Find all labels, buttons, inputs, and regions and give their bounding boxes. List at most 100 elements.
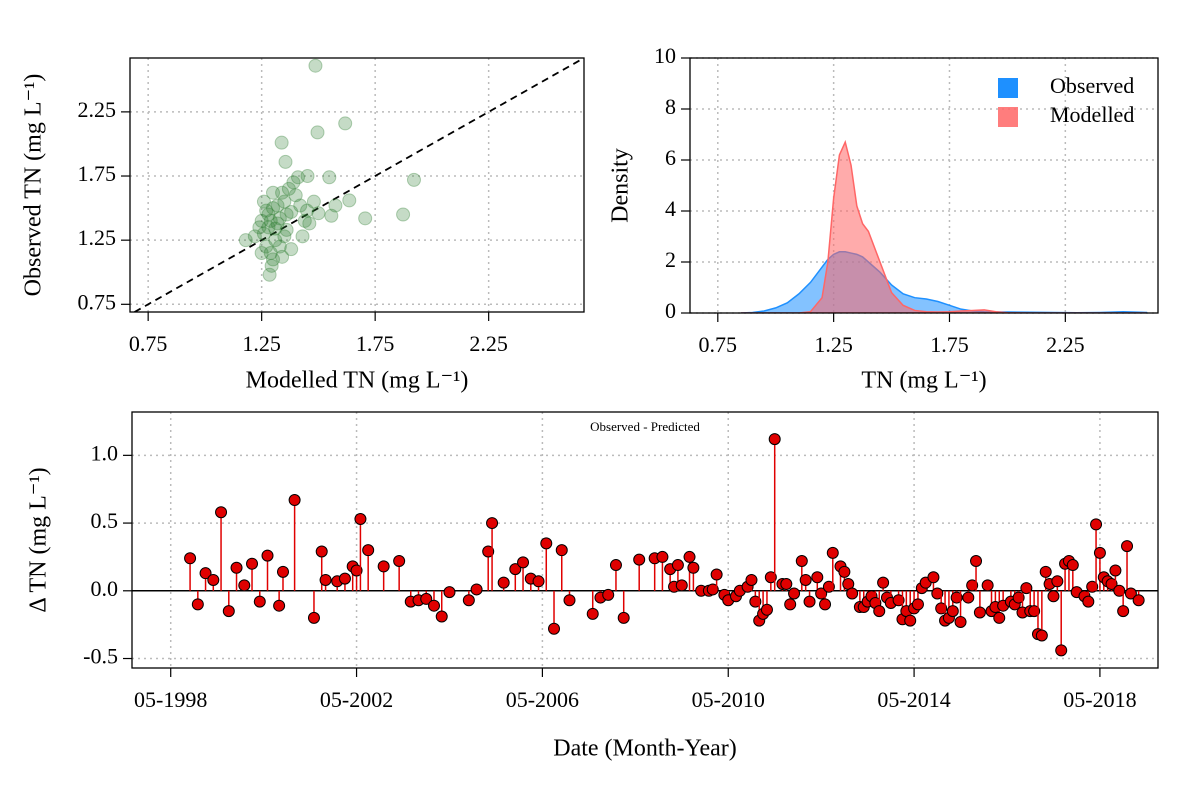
point — [268, 221, 283, 236]
stem-marker — [946, 605, 959, 618]
point — [338, 116, 353, 131]
x-axis-title: Modelled TN (mg L⁻¹) — [246, 368, 469, 394]
stem-marker — [973, 606, 986, 619]
stem-marker — [826, 546, 839, 559]
point — [252, 220, 267, 235]
x-tick-label: 05-1998 — [134, 687, 207, 712]
stem-marker — [207, 573, 220, 586]
stem-marker — [253, 595, 266, 608]
point — [259, 239, 274, 254]
y-tick-label: 0.75 — [78, 289, 117, 314]
x-tick-label: 1.75 — [930, 332, 969, 357]
x-tick-label: 2.25 — [469, 331, 508, 356]
x-tick-label: 0.75 — [129, 331, 168, 356]
stem-marker — [540, 537, 553, 550]
stem-marker — [1132, 594, 1145, 607]
panel: 0.75 1.25 1.75 2.250.751.251.752.25Modelled… — [21, 57, 585, 394]
x-axis-title: Date (Month-Year) — [553, 736, 737, 762]
stem-marker — [315, 545, 328, 558]
panel: 05-1998 05-2002 05-2006 05-2010 05-2014 05-20… — [26, 411, 1159, 762]
point — [272, 211, 287, 226]
stem-marker — [470, 583, 483, 596]
y-axis-title: Observed TN (mg L⁻¹) — [21, 74, 47, 297]
point — [247, 229, 262, 244]
stem-marker — [1047, 590, 1060, 603]
legend-swatch — [998, 78, 1018, 98]
point — [281, 181, 296, 196]
point — [274, 135, 289, 150]
stem-marker — [377, 560, 390, 573]
x-tick-label: 05-2010 — [692, 687, 765, 712]
stem-marker — [486, 517, 499, 530]
point — [266, 201, 281, 216]
x-tick-label: 1.25 — [242, 331, 281, 356]
point — [277, 229, 292, 244]
stem-marker — [1090, 518, 1103, 531]
point — [322, 170, 337, 185]
point — [256, 226, 271, 241]
y-tick-label: 6 — [665, 145, 676, 170]
plot-area — [134, 58, 584, 312]
stem-marker — [656, 550, 669, 563]
stem-marker — [993, 611, 1006, 624]
stem-marker — [873, 605, 886, 618]
stem-marker — [1035, 629, 1048, 642]
plot-area — [132, 433, 1158, 657]
stem-marker — [1028, 605, 1041, 618]
stem-marker — [1012, 591, 1025, 604]
plot-frame — [129, 57, 585, 313]
point — [358, 211, 373, 226]
point — [261, 207, 276, 222]
x-tick-label: 05-2014 — [877, 687, 950, 712]
point — [290, 170, 305, 185]
y-axis-title: Δ TN (mg L⁻¹) — [26, 467, 52, 612]
panel: 0.75 1.25 1.75 2.25 0 2 4 6 8 10 Observed Modelled T… — [608, 43, 1159, 394]
annotation: Observed - Predicted — [590, 419, 700, 434]
y-tick-label: 0 — [665, 298, 676, 323]
point — [324, 208, 339, 223]
stem-marker — [768, 433, 781, 446]
stem-marker — [509, 563, 522, 576]
legend: Observed Modelled — [998, 73, 1134, 127]
point — [259, 203, 274, 218]
stem-marker — [687, 561, 700, 574]
point — [256, 194, 271, 209]
x-tick-label: 05-2002 — [320, 687, 393, 712]
stem-marker — [482, 545, 495, 558]
point — [297, 213, 312, 228]
stem-marker — [815, 587, 828, 600]
stem-marker — [420, 592, 433, 605]
plot-area — [740, 139, 1148, 313]
stem-marker — [1020, 582, 1033, 595]
stem-marker — [1121, 540, 1134, 553]
stem-marker — [517, 556, 530, 569]
stem-marker — [675, 579, 688, 592]
y-tick-label: -0.5 — [83, 644, 118, 669]
y-tick-label: 2.25 — [78, 97, 117, 122]
point — [293, 198, 308, 213]
stem-marker — [563, 594, 576, 607]
y-tick-label: 2 — [665, 247, 676, 272]
stem-marker — [555, 544, 568, 557]
stem-marker — [799, 573, 812, 586]
y-tick-label: 4 — [665, 196, 676, 221]
stem-marker — [819, 598, 832, 611]
point — [328, 198, 343, 213]
stem-marker — [745, 573, 758, 586]
stem-marker — [892, 594, 905, 607]
point — [308, 58, 323, 73]
stem-marker — [617, 611, 630, 624]
point — [254, 213, 269, 228]
point — [286, 175, 301, 190]
point — [275, 185, 290, 200]
stem-marker — [307, 611, 320, 624]
x-tick-label: 05-2006 — [506, 687, 579, 712]
point — [284, 204, 299, 219]
stem-marker — [710, 568, 723, 581]
stem-marker — [273, 599, 286, 612]
point — [306, 194, 321, 209]
stem-marker — [981, 579, 994, 592]
point — [396, 207, 411, 222]
y-tick-label: 8 — [665, 94, 676, 119]
stem-marker — [586, 607, 599, 620]
